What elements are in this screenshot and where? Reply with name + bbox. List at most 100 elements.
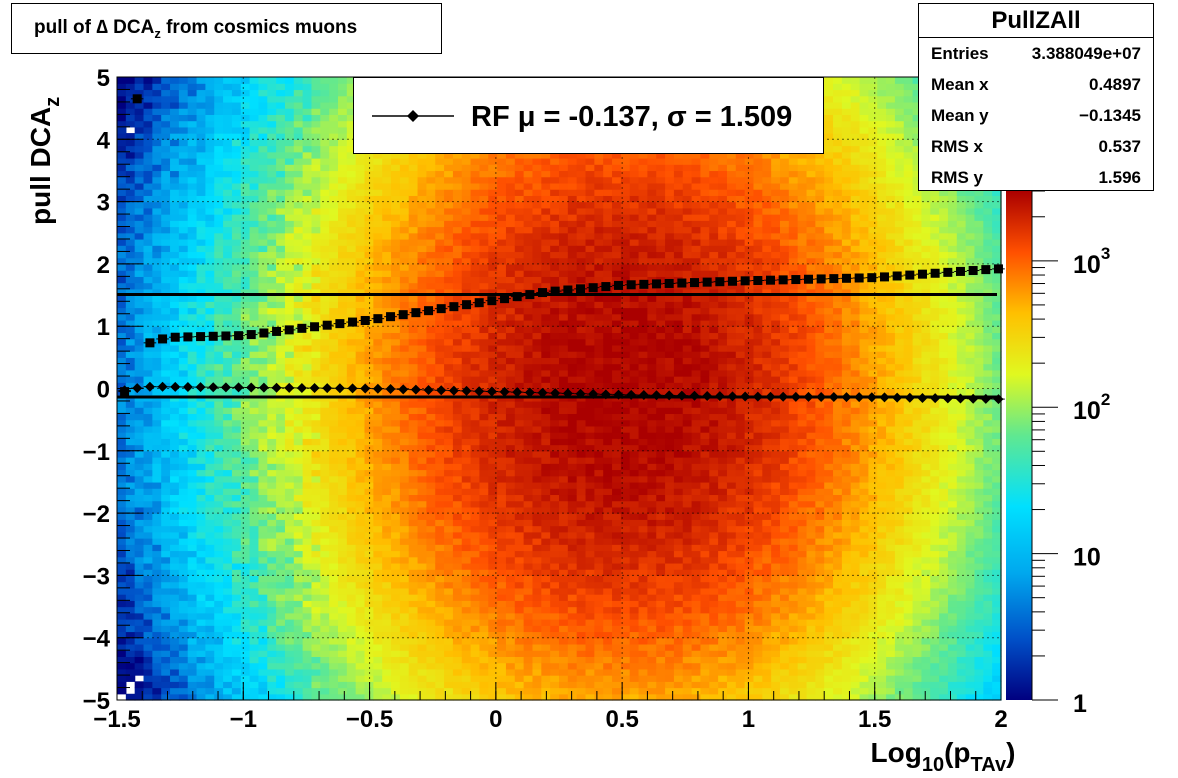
heatmap-cell [125,307,136,315]
heatmap-cell [240,606,251,614]
heatmap-cell [514,538,525,545]
heatmap-cell [152,276,162,284]
heatmap-cell [417,201,427,209]
heatmap-cell [134,594,145,601]
heatmap-cell [329,270,339,277]
heatmap-cell [488,351,498,358]
heatmap-cell [391,538,401,545]
heatmap-cell [408,500,419,508]
heatmap-cell [417,550,427,558]
heatmap-cell [205,606,215,614]
heatmap-cell [435,693,445,701]
heatmap-cell [550,488,560,496]
heatmap-cell [125,295,136,302]
heatmap-cell [488,681,498,689]
heatmap-cell [302,562,313,570]
heatmap-cell [205,245,215,253]
heatmap-cell [461,176,472,184]
heatmap-cell [479,238,489,246]
heatmap-cell [258,288,268,296]
heatmap-cell [143,195,153,203]
heatmap-cell [320,637,330,645]
heatmap-cell [258,481,268,489]
heatmap-cell [214,637,224,645]
heatmap-cell [170,594,180,601]
heatmap-cell [399,519,410,527]
heatmap-cell [134,245,145,253]
heatmap-cell [214,407,224,415]
heatmap-cell [505,201,516,209]
heatmap-cell [479,656,489,664]
heatmap-cell [196,619,206,626]
heatmap-cell [240,319,251,327]
heatmap-cell [161,469,171,477]
heatmap-cell [134,550,145,558]
heatmap-cell [276,643,286,651]
heatmap-cell [117,376,127,383]
heatmap-cell [505,282,516,290]
heatmap-cell [355,369,366,377]
heatmap-cell [479,531,489,539]
heatmap-cell [205,513,215,520]
heatmap-cell [143,207,153,215]
heatmap-cell [338,89,348,97]
heatmap-cell [408,170,419,178]
heatmap-cell [302,525,313,533]
heatmap-cell [523,382,534,390]
heatmap-cell [187,139,198,147]
heatmap-cell [399,475,410,483]
heatmap-cell [470,226,481,234]
heatmap-cell [497,506,507,514]
heatmap-cell [214,369,224,377]
heatmap-cell [311,500,321,508]
heatmap-cell [541,581,551,589]
heatmap-cell [497,276,507,284]
heatmap-cell [426,332,436,340]
heatmap-cell [470,519,481,527]
heatmap-cell [497,494,507,502]
heatmap-cell [249,282,260,290]
heatmap-cell [497,488,507,496]
heatmap-cell [117,668,127,676]
heatmap-cell [523,400,534,408]
heatmap-cell [426,619,436,626]
heatmap-cell [320,619,330,626]
heatmap-cell [399,457,410,464]
heatmap-cell [514,469,525,477]
heatmap-cell [276,282,286,290]
heatmap-cell [541,232,551,240]
heatmap-cell [267,313,277,321]
heatmap-cell [267,189,277,196]
heatmap-cell [338,531,348,539]
heatmap-cell [523,556,534,564]
heatmap-cell [196,625,206,633]
heatmap-cell [178,83,189,91]
heatmap-cell [258,151,268,159]
heatmap-cell [346,232,357,240]
heatmap-cell [541,544,551,552]
heatmap-cell [276,276,286,284]
heatmap-cell [479,307,489,315]
heatmap-cell [134,544,145,552]
heatmap-cell [134,450,145,458]
heatmap-cell [452,338,463,346]
heatmap-cell [426,288,436,296]
heatmap-cell [426,419,436,427]
heatmap-cell [461,251,472,259]
heatmap-cell [338,419,348,427]
heatmap-cell [479,363,489,371]
heatmap-cell [497,282,507,290]
heatmap-cell [284,344,295,352]
heatmap-cell [258,432,268,439]
heatmap-cell [373,245,383,253]
heatmap-cell [320,189,330,196]
heatmap-cell [329,631,339,639]
heatmap-cell [293,637,304,645]
heatmap-cell [223,600,233,608]
heatmap-cell [435,581,445,589]
heatmap-cell [276,288,286,296]
heatmap-cell [205,120,215,128]
heatmap-cell [541,263,551,271]
heatmap-cell [117,83,127,91]
heatmap-cell [134,263,145,271]
